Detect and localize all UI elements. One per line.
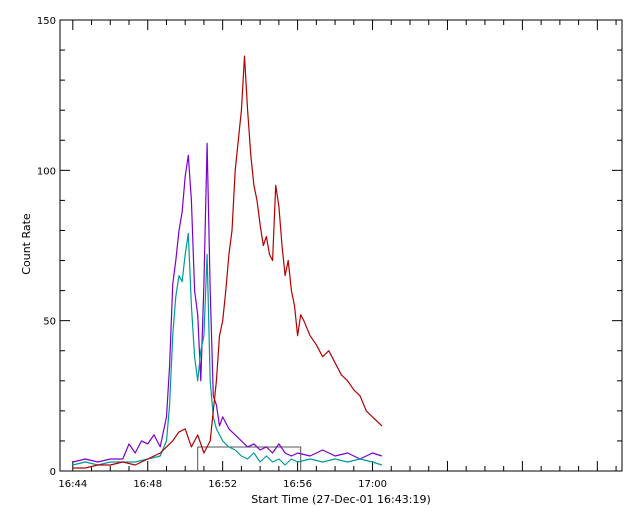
- axis-labels: Start Time (27-Dec-01 16:43:19) Count Ra…: [20, 213, 431, 506]
- annotation-layer: [197, 446, 302, 471]
- time-interval-box: [197, 446, 302, 471]
- x-tick-label: 17:00: [358, 479, 387, 490]
- x-tick-label: 16:44: [58, 479, 87, 490]
- y-tick-label: 100: [37, 166, 56, 177]
- y-axis-label: Count Rate: [20, 213, 33, 275]
- y-tick-label: 50: [43, 317, 56, 328]
- x-tick-label: 16:52: [208, 479, 237, 490]
- series-line-3: [72, 55, 383, 469]
- x-tick-label: 16:48: [133, 479, 162, 490]
- x-axis-label: Start Time (27-Dec-01 16:43:19): [251, 493, 431, 506]
- plot-frame: [59, 19, 623, 472]
- series-line-1: [72, 142, 383, 463]
- plot-axes: 16:44 16:48 16:52 16:56 17:00 0 50 100 150: [37, 16, 623, 490]
- y-tick-label: 0: [50, 467, 56, 478]
- x-tick-label: 16:56: [283, 479, 312, 490]
- series-layer: [72, 55, 383, 469]
- y-tick-label: 150: [37, 16, 56, 27]
